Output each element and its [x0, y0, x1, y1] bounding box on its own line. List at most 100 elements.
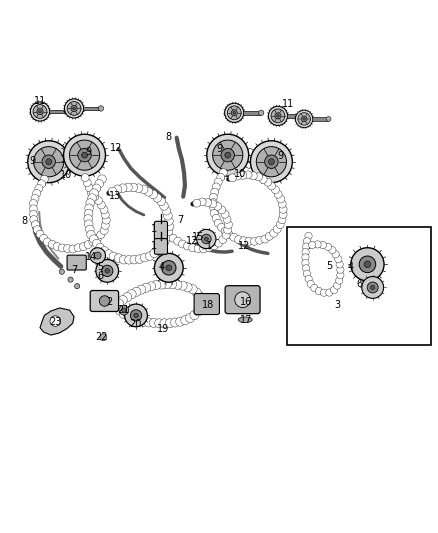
Circle shape [359, 256, 376, 272]
Circle shape [307, 280, 314, 288]
Circle shape [73, 107, 75, 110]
Circle shape [43, 238, 51, 246]
Circle shape [190, 311, 199, 320]
Circle shape [256, 147, 286, 177]
Circle shape [303, 265, 310, 272]
Text: 4: 4 [158, 262, 164, 272]
Circle shape [30, 215, 38, 223]
Ellipse shape [238, 317, 252, 322]
Circle shape [165, 319, 174, 328]
Circle shape [64, 245, 71, 253]
Circle shape [221, 211, 229, 219]
Circle shape [272, 186, 279, 193]
Circle shape [48, 240, 56, 248]
Circle shape [33, 104, 47, 118]
Circle shape [95, 180, 103, 188]
Circle shape [85, 225, 94, 233]
Circle shape [145, 252, 154, 260]
Circle shape [91, 192, 99, 200]
Text: 5: 5 [97, 262, 103, 272]
Circle shape [129, 183, 138, 192]
Text: 16: 16 [240, 297, 252, 308]
Circle shape [153, 193, 162, 202]
Circle shape [304, 238, 311, 245]
Circle shape [109, 252, 118, 261]
Circle shape [201, 234, 211, 244]
Circle shape [139, 317, 148, 326]
Circle shape [85, 220, 93, 229]
Circle shape [123, 293, 132, 302]
Circle shape [87, 189, 95, 197]
Circle shape [39, 110, 41, 113]
Bar [83, 107, 100, 110]
Circle shape [337, 266, 344, 273]
Circle shape [305, 232, 312, 239]
Circle shape [108, 187, 117, 196]
FancyBboxPatch shape [67, 255, 86, 270]
Circle shape [100, 247, 109, 255]
Circle shape [100, 334, 107, 341]
Circle shape [96, 244, 104, 252]
Circle shape [102, 216, 110, 224]
Circle shape [160, 237, 169, 246]
Circle shape [212, 214, 220, 222]
Circle shape [197, 297, 206, 306]
Circle shape [33, 189, 41, 197]
Circle shape [278, 216, 286, 224]
Circle shape [150, 249, 159, 257]
Polygon shape [40, 308, 74, 335]
Text: 1: 1 [151, 240, 157, 251]
Circle shape [98, 175, 106, 183]
Text: 2: 2 [106, 297, 112, 308]
Circle shape [79, 243, 87, 251]
Circle shape [315, 287, 322, 295]
Text: 20: 20 [129, 319, 141, 329]
Circle shape [144, 318, 153, 327]
Circle shape [158, 242, 166, 251]
Circle shape [302, 259, 309, 266]
Circle shape [92, 184, 101, 192]
Circle shape [100, 227, 108, 235]
Circle shape [212, 183, 220, 191]
Circle shape [90, 248, 106, 263]
Circle shape [85, 184, 93, 191]
Text: 6: 6 [357, 279, 363, 289]
Circle shape [46, 159, 52, 165]
Text: 23: 23 [49, 317, 61, 327]
Circle shape [149, 190, 158, 199]
Circle shape [147, 282, 156, 291]
Circle shape [273, 225, 281, 233]
Circle shape [231, 110, 237, 116]
Circle shape [154, 253, 183, 282]
Circle shape [261, 235, 269, 243]
Circle shape [205, 237, 208, 241]
Circle shape [92, 239, 101, 248]
Circle shape [329, 246, 336, 254]
Text: 3: 3 [335, 300, 341, 310]
Circle shape [302, 248, 309, 256]
Circle shape [184, 242, 191, 250]
FancyBboxPatch shape [90, 290, 119, 311]
Circle shape [166, 265, 172, 271]
Circle shape [169, 234, 177, 242]
Text: 11: 11 [34, 96, 46, 107]
Circle shape [105, 269, 110, 273]
Circle shape [215, 239, 223, 247]
Circle shape [225, 103, 244, 123]
Circle shape [230, 233, 238, 241]
Circle shape [50, 316, 60, 326]
Circle shape [302, 113, 307, 118]
Circle shape [40, 175, 48, 183]
Circle shape [183, 283, 192, 292]
Circle shape [122, 308, 126, 312]
Circle shape [116, 306, 124, 315]
Circle shape [157, 280, 166, 289]
Circle shape [59, 269, 64, 274]
Circle shape [302, 254, 309, 261]
Circle shape [239, 171, 247, 179]
Circle shape [97, 231, 105, 239]
Circle shape [178, 281, 187, 290]
Circle shape [229, 174, 237, 182]
Circle shape [34, 147, 64, 177]
Circle shape [38, 180, 46, 188]
